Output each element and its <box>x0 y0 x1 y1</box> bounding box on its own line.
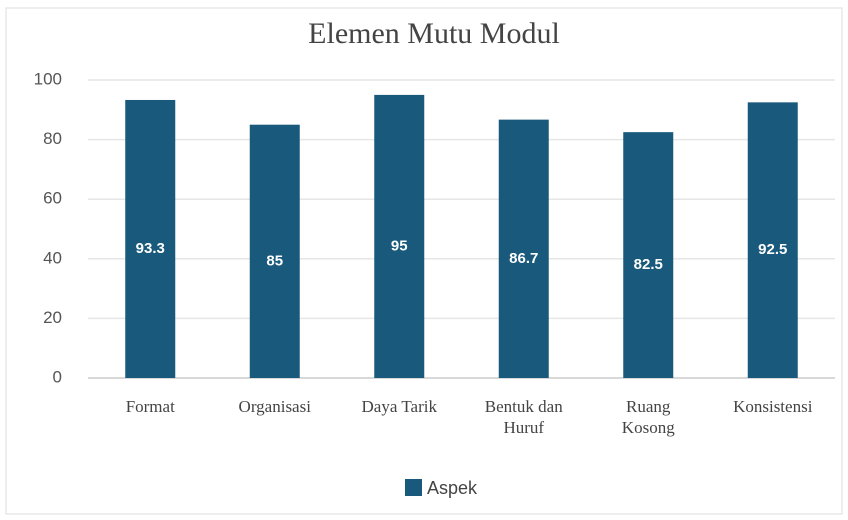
x-tick-label: Format <box>125 397 175 416</box>
x-tick-label: Daya Tarik <box>361 397 437 416</box>
bar <box>249 124 300 378</box>
bar <box>623 132 674 378</box>
legend-label: Aspek <box>427 478 478 498</box>
y-tick-label: 20 <box>43 308 62 327</box>
bar <box>374 94 425 379</box>
data-label: 95 <box>391 237 408 254</box>
y-tick-label: 80 <box>43 129 62 148</box>
data-label: 93.3 <box>136 240 165 257</box>
x-tick-label: Organisasi <box>238 397 311 416</box>
chart-title: Elemen Mutu Modul <box>308 17 560 50</box>
bar <box>125 99 176 378</box>
bar <box>498 119 549 378</box>
bar <box>747 102 798 378</box>
y-tick-label: 0 <box>53 367 62 386</box>
y-tick-label: 100 <box>34 69 62 88</box>
x-tick-label: Bentuk dan Huruf <box>484 397 563 437</box>
data-label: 86.7 <box>509 250 538 267</box>
y-tick-label: 60 <box>43 189 62 208</box>
data-label: 92.5 <box>758 241 787 258</box>
x-tick-label: Ruang Kosong <box>621 397 675 437</box>
y-tick-label: 40 <box>43 248 62 267</box>
legend-swatch <box>405 479 422 496</box>
data-label: 82.5 <box>634 256 663 273</box>
x-tick-label: Konsistensi <box>733 397 813 416</box>
chart-border <box>5 7 843 515</box>
data-label: 85 <box>266 252 283 269</box>
